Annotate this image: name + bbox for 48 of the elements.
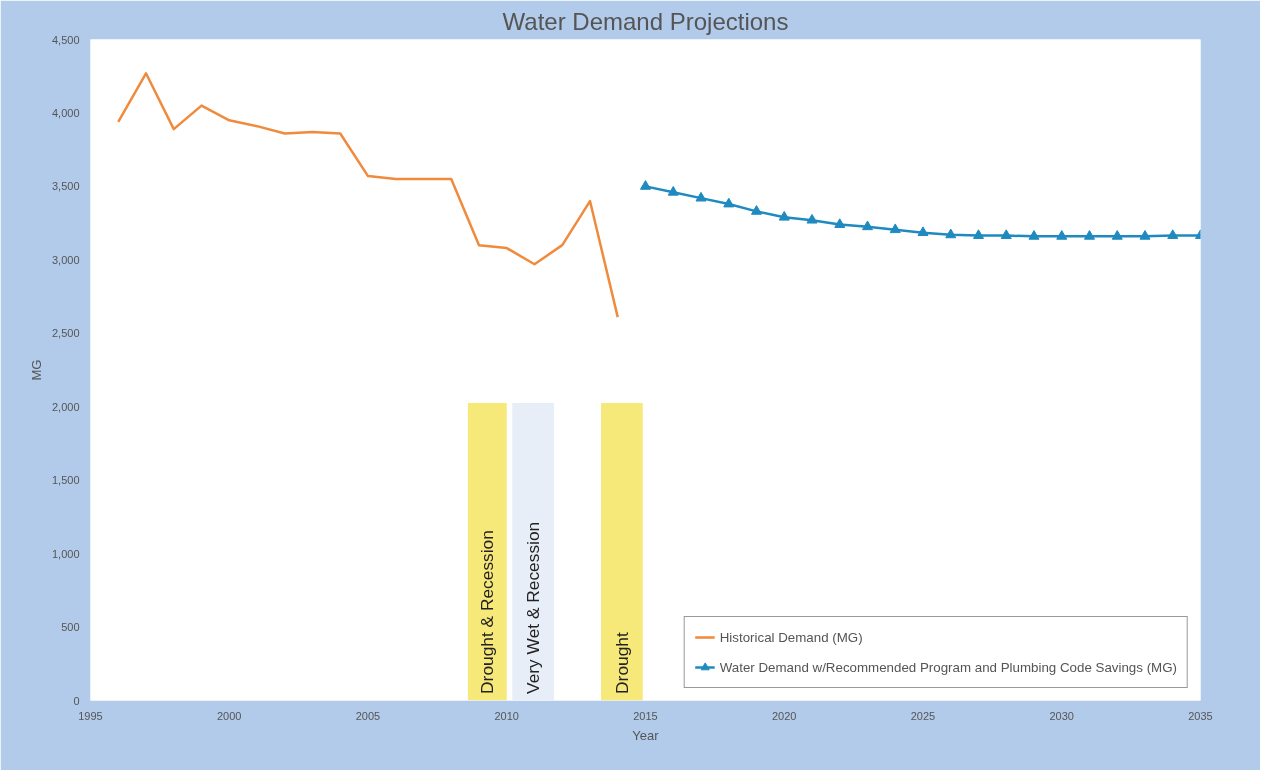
band-label: Drought & Recession xyxy=(477,530,498,694)
point xyxy=(1084,230,1095,240)
point xyxy=(1056,230,1068,240)
point xyxy=(917,226,929,237)
point xyxy=(1111,230,1123,240)
y-tick-label: 3,000 xyxy=(51,253,80,266)
band-label: Drought xyxy=(611,632,632,694)
y-tick-label: 0 xyxy=(73,694,80,707)
y-tick-label: 1,000 xyxy=(51,547,80,560)
x-tick-label: 2035 xyxy=(1188,709,1213,722)
x-tick-label: 2030 xyxy=(1049,709,1074,722)
point xyxy=(973,229,984,239)
legend-label: Historical Demand (MG) xyxy=(719,629,863,645)
point xyxy=(1167,229,1179,239)
x-tick-label: 2020 xyxy=(772,709,797,722)
x-tick-label: 2000 xyxy=(217,709,242,722)
x-tick-label: 2025 xyxy=(910,709,936,722)
x-tick-label: 1995 xyxy=(78,709,103,722)
point xyxy=(640,180,651,190)
y-tick-label: 4,500 xyxy=(51,33,80,46)
point xyxy=(889,223,901,234)
point xyxy=(667,185,679,196)
point xyxy=(945,228,957,239)
point xyxy=(1028,230,1040,240)
point xyxy=(1000,229,1012,239)
point xyxy=(1139,230,1151,240)
x-tick-label: 2010 xyxy=(494,709,519,722)
band-label: Very Wet & Recession xyxy=(523,521,544,694)
y-tick-label: 1,500 xyxy=(51,474,80,487)
x-axis-title: Year xyxy=(632,727,660,743)
legend-label: Water Demand w/Recommended Program and Plumbing Code Savings (MG) xyxy=(719,659,1177,675)
y-axis-title: MG xyxy=(28,359,44,381)
y-tick-label: 2,000 xyxy=(51,400,80,413)
point xyxy=(723,197,735,208)
x-tick-label: 2015 xyxy=(633,709,658,722)
y-tick-label: 2,500 xyxy=(51,327,80,340)
chart-title: Water Demand Projections xyxy=(502,7,789,35)
point xyxy=(834,218,846,228)
point xyxy=(751,205,762,215)
line-series xyxy=(117,72,619,319)
point xyxy=(695,191,707,202)
x-tick-label: 2005 xyxy=(355,709,381,722)
y-tick-label: 500 xyxy=(61,621,80,634)
y-tick-label: 4,000 xyxy=(51,106,80,119)
point xyxy=(778,210,790,221)
y-tick-label: 3,500 xyxy=(51,180,80,193)
point xyxy=(806,213,818,224)
point xyxy=(862,220,873,231)
